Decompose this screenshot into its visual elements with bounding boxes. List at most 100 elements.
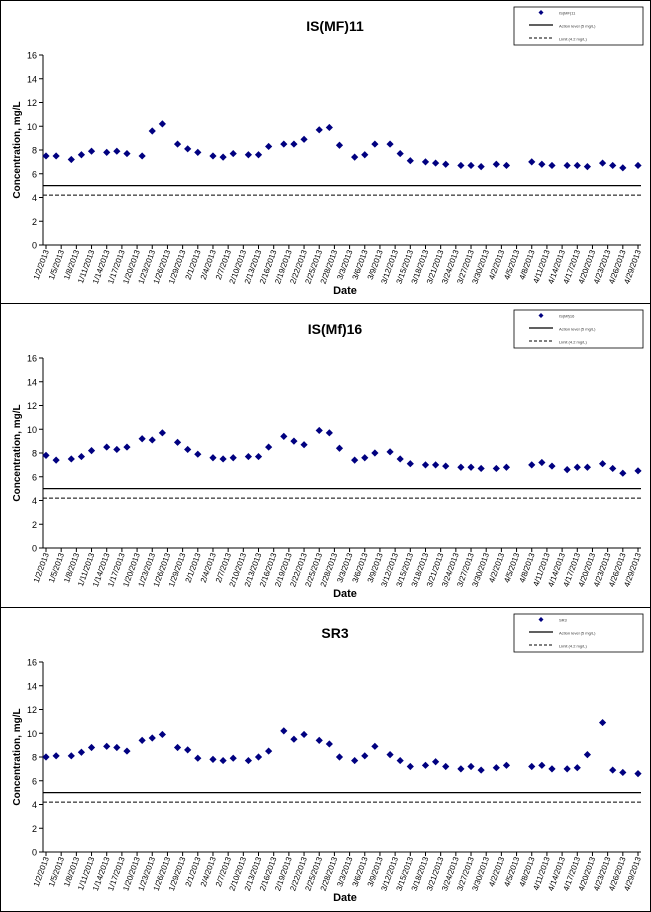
data-point bbox=[103, 742, 111, 750]
data-point bbox=[325, 740, 333, 748]
data-point bbox=[573, 463, 581, 471]
y-tick-label: 12 bbox=[27, 98, 37, 108]
data-point bbox=[538, 458, 546, 467]
data-point bbox=[67, 155, 75, 164]
legend-entry-2: Limit (4.2 mg/L) bbox=[559, 340, 587, 345]
y-tick-label: 4 bbox=[32, 193, 37, 203]
data-point bbox=[280, 432, 288, 440]
data-point bbox=[573, 161, 581, 170]
y-tick-label: 6 bbox=[32, 776, 37, 786]
data-point bbox=[492, 160, 500, 168]
data-point bbox=[229, 149, 237, 158]
x-axis-label: Date bbox=[333, 892, 357, 904]
data-point bbox=[219, 455, 227, 463]
legend-entry-1: Action level (5 mg/L) bbox=[559, 327, 596, 332]
y-tick-label: 4 bbox=[32, 800, 37, 810]
data-point bbox=[598, 460, 607, 468]
legend-entry-0: IS(MF)11 bbox=[559, 11, 576, 16]
y-tick-label: 16 bbox=[27, 658, 37, 668]
data-point bbox=[335, 753, 344, 761]
data-point bbox=[538, 761, 546, 769]
y-tick-label: 10 bbox=[27, 122, 37, 132]
data-point bbox=[42, 753, 50, 761]
data-point bbox=[315, 736, 323, 744]
y-tick-label: 14 bbox=[27, 377, 37, 387]
y-tick-label: 0 bbox=[32, 848, 37, 858]
data-point bbox=[477, 464, 485, 473]
data-point bbox=[361, 151, 369, 159]
data-point bbox=[103, 148, 111, 156]
data-point bbox=[538, 160, 546, 168]
data-point bbox=[158, 429, 166, 437]
data-point bbox=[67, 752, 75, 760]
data-point bbox=[467, 762, 475, 771]
data-point bbox=[123, 149, 131, 158]
data-point bbox=[280, 140, 288, 148]
data-point bbox=[184, 746, 192, 754]
data-point bbox=[87, 743, 96, 752]
legend-entry-2: Limit (4.2 mg/L) bbox=[559, 37, 587, 42]
y-tick-label: 12 bbox=[27, 705, 37, 715]
data-point bbox=[138, 736, 146, 744]
panel-divider bbox=[1, 303, 650, 304]
y-tick-label: 14 bbox=[27, 74, 37, 84]
data-point bbox=[421, 158, 430, 166]
y-tick-label: 10 bbox=[27, 425, 37, 435]
y-tick-label: 14 bbox=[27, 681, 37, 691]
data-point bbox=[42, 152, 50, 160]
data-point bbox=[634, 161, 642, 170]
panel-divider bbox=[1, 607, 650, 608]
data-point bbox=[67, 455, 75, 463]
data-point bbox=[467, 161, 475, 170]
data-point bbox=[123, 443, 131, 451]
data-point bbox=[113, 445, 121, 454]
data-point bbox=[77, 748, 86, 756]
y-tick-label: 8 bbox=[32, 146, 37, 156]
data-point bbox=[300, 730, 308, 739]
data-point bbox=[173, 140, 182, 148]
chart-legend: IS(MF)11 Action level (5 mg/L) Limit (4.2 … bbox=[513, 6, 644, 46]
data-point bbox=[315, 126, 323, 134]
data-point bbox=[52, 752, 60, 760]
y-axis-label: Concentration, mg/L bbox=[12, 404, 23, 501]
data-point bbox=[254, 753, 263, 761]
data-point bbox=[244, 452, 252, 461]
chart-svg-sr3: SR3 SR3 Action level (5 mg/L) Limit (4.2 mg… bbox=[12, 613, 644, 904]
y-tick-label: 8 bbox=[32, 449, 37, 459]
data-point bbox=[528, 762, 536, 771]
chart-svg-is-mf-11: IS(MF)11 IS(MF)11 Action level (5 mg/L) Lim… bbox=[12, 6, 644, 297]
data-point bbox=[148, 734, 156, 742]
y-tick-label: 2 bbox=[32, 217, 37, 227]
data-point bbox=[123, 747, 131, 755]
data-point bbox=[386, 140, 394, 148]
x-axis-label: Date bbox=[333, 285, 357, 297]
y-tick-label: 16 bbox=[27, 51, 37, 61]
data-point bbox=[351, 153, 359, 161]
data-point bbox=[619, 469, 627, 477]
data-point bbox=[209, 755, 217, 763]
data-point bbox=[103, 443, 111, 451]
y-tick-label: 8 bbox=[32, 753, 37, 763]
data-point bbox=[244, 151, 252, 159]
data-point bbox=[492, 764, 500, 772]
data-point bbox=[563, 161, 571, 170]
data-point bbox=[396, 149, 404, 158]
data-point bbox=[406, 157, 414, 165]
data-point bbox=[457, 161, 465, 170]
data-point bbox=[194, 754, 202, 762]
data-point bbox=[548, 462, 556, 470]
chart-panel-is-mf-16: IS(Mf)16 IS(Mf)16 Action level (5 mg/L) Lim… bbox=[1, 304, 650, 606]
data-point bbox=[229, 754, 237, 762]
data-point bbox=[290, 437, 298, 445]
data-point bbox=[184, 445, 192, 454]
y-tick-label: 16 bbox=[27, 354, 37, 364]
data-point bbox=[634, 770, 642, 778]
data-point bbox=[396, 756, 404, 765]
data-point bbox=[194, 148, 202, 156]
data-point bbox=[265, 443, 273, 451]
data-point bbox=[432, 159, 440, 167]
data-point bbox=[209, 454, 217, 462]
y-tick-label: 0 bbox=[32, 544, 37, 554]
data-point bbox=[138, 152, 146, 160]
